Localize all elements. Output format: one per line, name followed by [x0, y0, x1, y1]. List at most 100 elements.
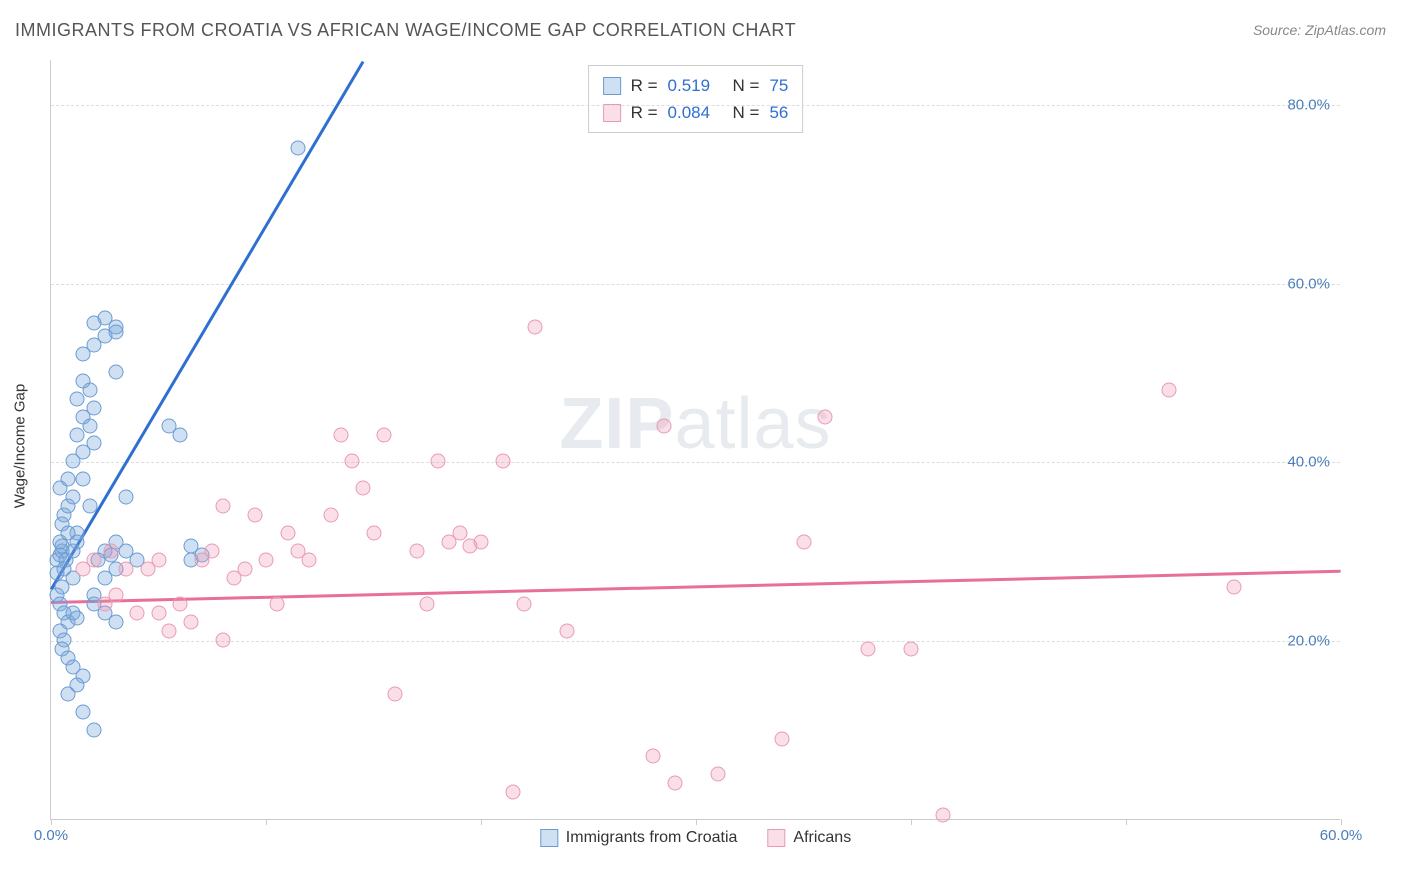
scatter-point — [162, 624, 177, 639]
scatter-point — [151, 552, 166, 567]
x-tick-mark — [51, 819, 52, 825]
legend-series-item: Africans — [767, 829, 851, 847]
scatter-point — [87, 315, 102, 330]
source-label: Source: — [1253, 22, 1305, 38]
scatter-point — [173, 597, 188, 612]
chart-title: IMMIGRANTS FROM CROATIA VS AFRICAN WAGE/… — [15, 20, 796, 41]
scatter-point — [291, 543, 306, 558]
scatter-point — [76, 373, 91, 388]
scatter-point — [517, 597, 532, 612]
x-tick-mark — [696, 819, 697, 825]
x-tick-mark — [911, 819, 912, 825]
scatter-point — [334, 427, 349, 442]
scatter-point — [108, 615, 123, 630]
scatter-point — [818, 409, 833, 424]
legend-swatch — [603, 104, 621, 122]
scatter-point — [904, 642, 919, 657]
scatter-point — [108, 588, 123, 603]
scatter-point — [76, 704, 91, 719]
legend-swatch — [603, 77, 621, 95]
x-tick-mark — [1126, 819, 1127, 825]
scatter-point — [205, 543, 220, 558]
scatter-point — [441, 534, 456, 549]
scatter-point — [377, 427, 392, 442]
scatter-point — [474, 534, 489, 549]
r-value: 0.084 — [668, 99, 723, 126]
scatter-point — [151, 606, 166, 621]
scatter-point — [130, 606, 145, 621]
x-tick-mark — [266, 819, 267, 825]
correlation-legend: R =0.519N =75R =0.084N =56 — [588, 65, 804, 133]
x-tick-mark — [1341, 819, 1342, 825]
scatter-point — [667, 776, 682, 791]
scatter-point — [87, 552, 102, 567]
scatter-point — [775, 731, 790, 746]
scatter-point — [183, 539, 198, 554]
legend-swatch — [767, 829, 785, 847]
scatter-point — [560, 624, 575, 639]
source-citation: Source: ZipAtlas.com — [1253, 22, 1386, 38]
scatter-point — [355, 481, 370, 496]
y-axis-title: Wage/Income Gap — [12, 384, 29, 509]
scatter-point — [656, 418, 671, 433]
scatter-point — [269, 597, 284, 612]
watermark-text: ZIPatlas — [559, 383, 831, 465]
scatter-point — [119, 490, 134, 505]
scatter-point — [69, 391, 84, 406]
scatter-point — [345, 454, 360, 469]
scatter-point — [119, 561, 134, 576]
legend-swatch — [540, 829, 558, 847]
gridline-horizontal — [51, 284, 1340, 285]
scatter-point — [936, 807, 951, 822]
scatter-point — [796, 534, 811, 549]
y-tick-label: 20.0% — [1287, 633, 1330, 650]
scatter-point — [108, 324, 123, 339]
legend-stat-row: R =0.084N =56 — [603, 99, 789, 126]
scatter-point — [61, 525, 76, 540]
legend-series-label: Africans — [793, 829, 851, 847]
gridline-horizontal — [51, 641, 1340, 642]
legend-series-item: Immigrants from Croatia — [540, 829, 738, 847]
scatter-point — [61, 472, 76, 487]
scatter-point — [259, 552, 274, 567]
scatter-point — [76, 472, 91, 487]
scatter-point — [173, 427, 188, 442]
scatter-point — [61, 686, 76, 701]
r-value: 0.519 — [668, 72, 723, 99]
scatter-point — [82, 499, 97, 514]
scatter-point — [646, 749, 661, 764]
gridline-horizontal — [51, 462, 1340, 463]
scatter-point — [216, 499, 231, 514]
source-value: ZipAtlas.com — [1305, 22, 1386, 38]
scatter-point — [527, 320, 542, 335]
series-legend: Immigrants from Croatia Africans — [540, 829, 851, 847]
n-value: 75 — [769, 72, 788, 99]
y-tick-label: 80.0% — [1287, 96, 1330, 113]
y-tick-label: 60.0% — [1287, 275, 1330, 292]
scatter-point — [108, 364, 123, 379]
scatter-point — [216, 633, 231, 648]
x-tick-label: 60.0% — [1320, 827, 1363, 844]
r-label: R = — [631, 99, 658, 126]
legend-stat-row: R =0.519N =75 — [603, 72, 789, 99]
x-tick-mark — [481, 819, 482, 825]
scatter-point — [280, 525, 295, 540]
scatter-point — [65, 490, 80, 505]
scatter-point — [69, 427, 84, 442]
x-tick-label: 0.0% — [34, 827, 68, 844]
scatter-point — [97, 570, 112, 585]
r-label: R = — [631, 72, 658, 99]
scatter-point — [495, 454, 510, 469]
scatter-point — [183, 615, 198, 630]
scatter-point — [366, 525, 381, 540]
scatter-point — [1226, 579, 1241, 594]
gridline-horizontal — [51, 105, 1340, 106]
chart-container: IMMIGRANTS FROM CROATIA VS AFRICAN WAGE/… — [0, 0, 1406, 892]
legend-series-label: Immigrants from Croatia — [566, 829, 738, 847]
scatter-point — [87, 722, 102, 737]
scatter-point — [248, 508, 263, 523]
scatter-point — [69, 610, 84, 625]
scatter-point — [431, 454, 446, 469]
n-label: N = — [733, 99, 760, 126]
scatter-point — [291, 141, 306, 156]
